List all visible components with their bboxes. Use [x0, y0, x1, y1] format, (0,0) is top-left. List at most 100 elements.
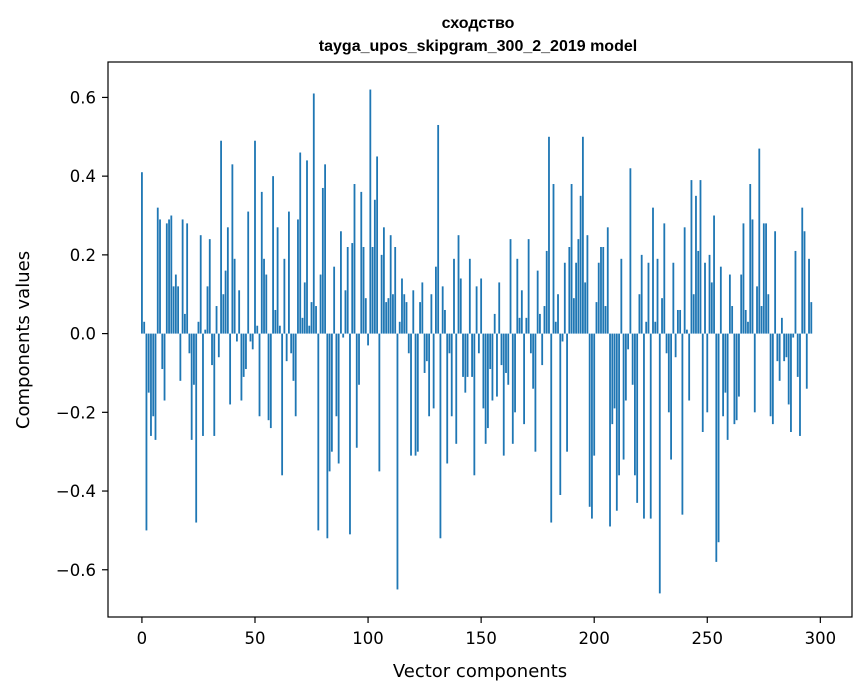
- bar: [518, 317, 521, 334]
- bar: [346, 247, 349, 334]
- bar: [215, 306, 218, 334]
- bar: [776, 333, 779, 362]
- bar: [435, 266, 437, 334]
- bar: [288, 211, 290, 334]
- bar: [421, 282, 424, 334]
- bar: [247, 211, 250, 334]
- bar: [697, 250, 700, 334]
- bar: [541, 333, 544, 366]
- bar: [572, 298, 575, 334]
- bar: [317, 333, 320, 531]
- bar: [629, 168, 632, 334]
- bar: [432, 333, 435, 409]
- bar: [202, 333, 204, 436]
- bar: [676, 309, 679, 334]
- bar: [199, 235, 202, 334]
- bar: [509, 239, 512, 334]
- bar: [724, 333, 727, 393]
- bar: [256, 325, 259, 334]
- bar: [627, 333, 630, 350]
- bar: [371, 247, 374, 334]
- bar: [444, 309, 446, 334]
- bar: [744, 309, 747, 334]
- bar: [728, 274, 731, 334]
- bar: [532, 333, 535, 389]
- bar: [545, 250, 548, 334]
- y-tick-label: −0.2: [56, 403, 96, 422]
- bar: [527, 239, 530, 334]
- bar: [145, 333, 148, 531]
- bar: [373, 199, 376, 334]
- bar: [548, 136, 550, 334]
- bar: [301, 317, 304, 334]
- bar: [622, 333, 625, 460]
- bar: [376, 156, 379, 334]
- bar: [389, 235, 392, 334]
- bar: [396, 333, 399, 590]
- bar: [758, 148, 761, 334]
- bar: [554, 321, 557, 334]
- bar: [224, 270, 227, 334]
- bar: [369, 89, 372, 334]
- y-tick-label: 0.0: [70, 325, 96, 344]
- bar: [310, 302, 313, 334]
- bar: [701, 333, 704, 432]
- bar: [529, 333, 532, 354]
- bar: [704, 262, 706, 334]
- bar: [489, 333, 492, 370]
- bar: [638, 294, 641, 334]
- bar: [245, 333, 247, 370]
- y-tick-label: 0.2: [70, 246, 96, 265]
- bar: [692, 294, 695, 334]
- bar: [753, 333, 756, 413]
- bar: [394, 247, 397, 334]
- bar: [441, 286, 444, 334]
- bar: [168, 219, 170, 334]
- bar: [559, 333, 562, 495]
- bar: [663, 223, 666, 334]
- bar: [204, 329, 207, 334]
- bar: [297, 219, 299, 334]
- bar: [722, 333, 725, 417]
- plot-area-frame: [107, 61, 853, 618]
- bar: [695, 195, 697, 334]
- bar: [751, 219, 754, 334]
- bar: [263, 258, 265, 334]
- bar: [733, 333, 736, 425]
- bar: [713, 215, 715, 334]
- bar: [810, 302, 813, 334]
- bar: [457, 235, 460, 334]
- bar: [455, 333, 458, 444]
- bar: [206, 286, 209, 334]
- bar: [570, 184, 573, 334]
- bar: [561, 333, 564, 342]
- bar: [498, 282, 501, 334]
- bar: [731, 306, 734, 334]
- bar: [439, 333, 442, 539]
- bar: [233, 258, 236, 334]
- bar: [276, 227, 279, 334]
- bar: [367, 333, 369, 346]
- bar: [511, 333, 514, 444]
- bar: [563, 262, 566, 334]
- bar: [756, 286, 758, 334]
- bar: [588, 333, 591, 507]
- bar: [516, 258, 519, 334]
- bar: [514, 333, 516, 413]
- bar: [679, 309, 682, 334]
- bar: [771, 333, 774, 425]
- bar: [190, 333, 193, 440]
- bar: [747, 321, 749, 334]
- y-tick-label: 0.4: [70, 167, 96, 186]
- bar: [220, 140, 222, 334]
- bar: [321, 187, 324, 334]
- bar: [231, 164, 234, 334]
- bar: [308, 325, 311, 334]
- bar: [226, 227, 229, 334]
- bar: [405, 302, 408, 334]
- bar: [353, 184, 356, 334]
- x-axis-label: Vector components: [393, 661, 567, 682]
- bar: [186, 223, 189, 334]
- bar: [808, 258, 810, 334]
- bar: [450, 333, 453, 417]
